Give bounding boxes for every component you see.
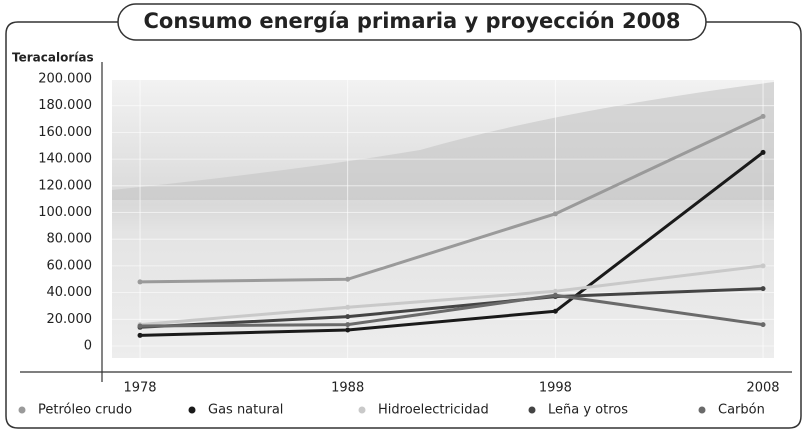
legend-label: Petróleo crudo — [38, 403, 132, 418]
y-tick-label: 120.000 — [38, 178, 92, 193]
data-point — [138, 323, 143, 328]
x-tick-label: 1978 — [123, 381, 156, 396]
x-tick-label: 2008 — [746, 381, 779, 396]
data-point — [761, 263, 766, 268]
data-point — [761, 286, 766, 291]
legend-marker — [19, 407, 26, 414]
y-tick-label: 100.000 — [38, 205, 92, 220]
data-point — [345, 305, 350, 310]
x-tick-label: 1988 — [331, 381, 364, 396]
data-point — [761, 114, 766, 119]
y-tick-label: 0 — [84, 339, 92, 354]
legend-marker — [699, 407, 706, 414]
data-point — [345, 322, 350, 327]
data-point — [761, 150, 766, 155]
y-axis-label: Teracalorías — [12, 51, 94, 65]
y-tick-label: 80.000 — [47, 232, 93, 247]
legend-label: Carbón — [718, 403, 765, 418]
y-tick-label: 180.000 — [38, 98, 92, 113]
legend-label: Leña y otros — [548, 403, 628, 418]
y-tick-label: 200.000 — [38, 72, 92, 87]
y-tick-label: 20.000 — [47, 312, 93, 327]
data-point — [345, 277, 350, 282]
y-tick-label: 60.000 — [47, 258, 93, 273]
chart: Consumo energía primaria y proyección 20… — [0, 0, 807, 432]
legend-label: Hidroelectricidad — [378, 403, 489, 418]
data-point — [553, 309, 558, 314]
y-tick-label: 40.000 — [47, 285, 93, 300]
x-tick-label: 1998 — [539, 381, 572, 396]
y-tick-label: 140.000 — [38, 152, 92, 167]
legend-marker — [359, 407, 366, 414]
legend-marker — [189, 407, 196, 414]
data-point — [345, 327, 350, 332]
data-point — [553, 293, 558, 298]
data-point — [138, 333, 143, 338]
y-tick-label: 160.000 — [38, 125, 92, 140]
legend-marker — [529, 407, 536, 414]
chart-title: Consumo energía primaria y proyección 20… — [143, 9, 680, 33]
data-point — [345, 314, 350, 319]
data-point — [138, 279, 143, 284]
data-point — [761, 322, 766, 327]
legend-label: Gas natural — [208, 403, 283, 418]
data-point — [553, 211, 558, 216]
